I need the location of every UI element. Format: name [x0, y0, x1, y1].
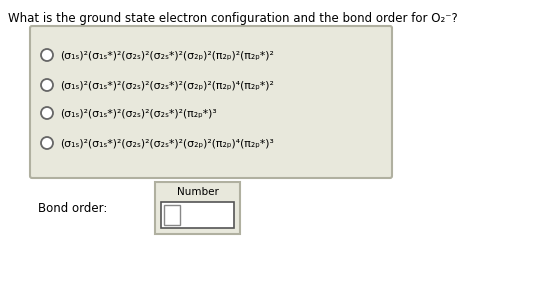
Circle shape [41, 79, 53, 91]
Text: (σ₁ₛ)²(σ₁ₛ*)²(σ₂ₛ)²(σ₂ₛ*)²(σ₂ₚ)²(π₂ₚ)⁴(π₂ₚ*)²: (σ₁ₛ)²(σ₁ₛ*)²(σ₂ₛ)²(σ₂ₛ*)²(σ₂ₚ)²(π₂ₚ)⁴(π… [60, 80, 274, 90]
Text: (σ₁ₛ)²(σ₁ₛ*)²(σ₂ₛ)²(σ₂ₛ*)²(σ₂ₚ)²(π₂ₚ)⁴(π₂ₚ*)³: (σ₁ₛ)²(σ₁ₛ*)²(σ₂ₛ)²(σ₂ₛ*)²(σ₂ₚ)²(π₂ₚ)⁴(π… [60, 138, 274, 148]
Circle shape [41, 49, 53, 61]
Circle shape [41, 107, 53, 119]
FancyBboxPatch shape [30, 26, 392, 178]
FancyBboxPatch shape [161, 202, 234, 228]
Text: Number: Number [177, 187, 218, 197]
FancyBboxPatch shape [164, 205, 180, 225]
Text: (σ₁ₛ)²(σ₁ₛ*)²(σ₂ₛ)²(σ₂ₛ*)²(π₂ₚ*)³: (σ₁ₛ)²(σ₁ₛ*)²(σ₂ₛ)²(σ₂ₛ*)²(π₂ₚ*)³ [60, 108, 217, 118]
Text: What is the ground state electron configuration and the bond order for O₂⁻?: What is the ground state electron config… [8, 12, 458, 25]
Text: (σ₁ₛ)²(σ₁ₛ*)²(σ₂ₛ)²(σ₂ₛ*)²(σ₂ₚ)²(π₂ₚ)²(π₂ₚ*)²: (σ₁ₛ)²(σ₁ₛ*)²(σ₂ₛ)²(σ₂ₛ*)²(σ₂ₚ)²(π₂ₚ)²(π… [60, 50, 274, 60]
Text: Bond order:: Bond order: [38, 202, 107, 215]
Circle shape [41, 137, 53, 149]
FancyBboxPatch shape [155, 182, 240, 234]
